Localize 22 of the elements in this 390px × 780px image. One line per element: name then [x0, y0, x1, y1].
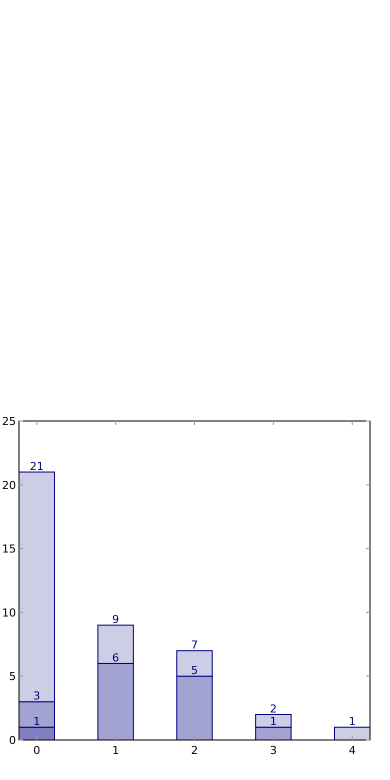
y-tick-label: 0	[9, 734, 16, 747]
y-tick-label: 25	[2, 415, 16, 428]
annotation: 1	[270, 715, 277, 728]
annotation: 2	[270, 702, 277, 716]
annotation: 1	[33, 715, 40, 728]
x-tick-label: 2	[191, 744, 198, 757]
annotation: 3	[33, 690, 40, 703]
annotation: 7	[191, 638, 198, 652]
y-tick-label: 15	[2, 542, 16, 556]
x-tick-label: 4	[348, 744, 356, 757]
annotation: 9	[112, 613, 120, 626]
annotation: 6	[112, 651, 120, 664]
annotation: 21	[30, 460, 44, 474]
x-tick-label: 1	[112, 744, 120, 757]
annotation: 1	[348, 715, 356, 728]
x-tick-label: 0	[33, 744, 40, 757]
y-tick-label: 10	[2, 606, 16, 620]
y-tick-label: 20	[2, 478, 16, 492]
bar	[334, 726, 370, 740]
y-tick-label: 5	[9, 670, 16, 684]
x-tick-label: 3	[270, 744, 277, 757]
annotation: 5	[191, 664, 198, 678]
